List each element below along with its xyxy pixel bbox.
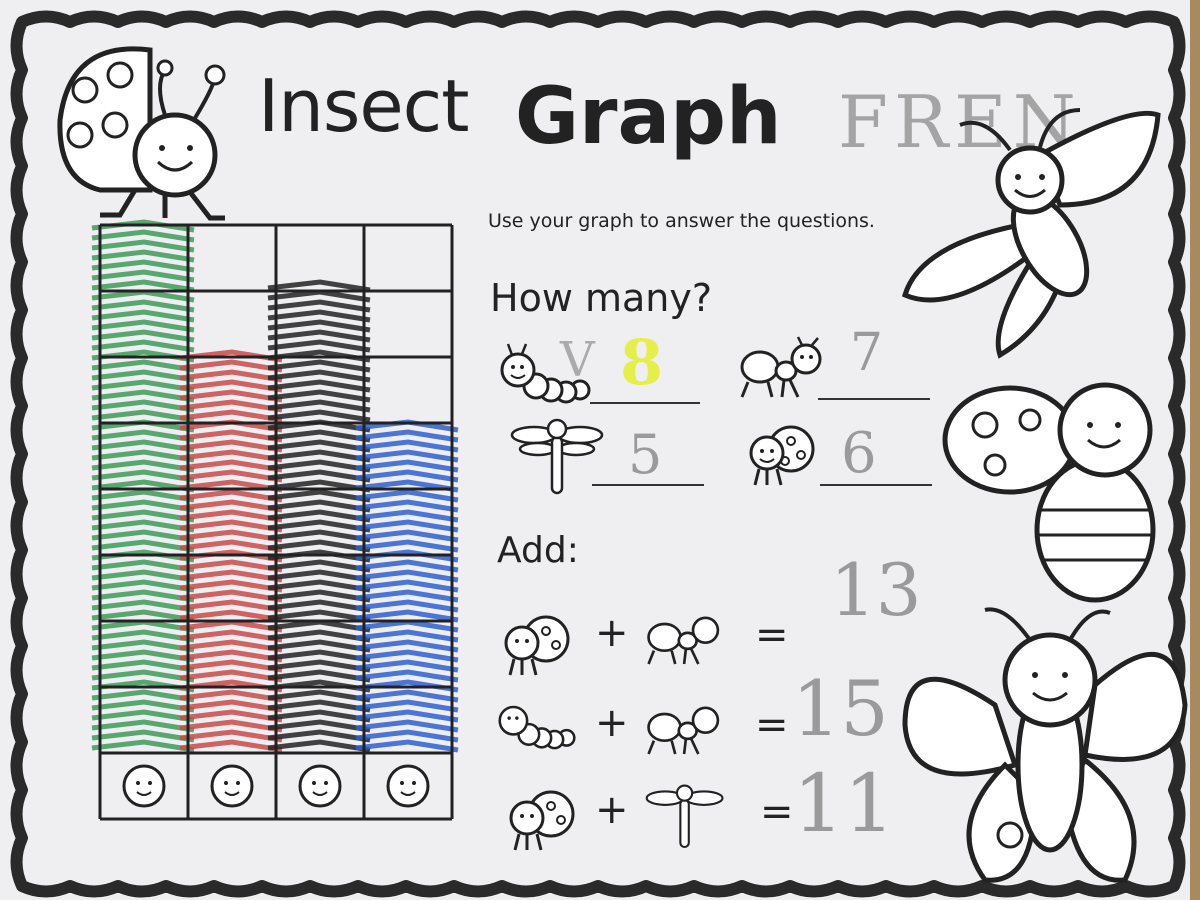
answer-line-caterpillar	[590, 402, 700, 404]
equals-sign: =	[755, 702, 789, 748]
how-many-ant: 7	[738, 323, 938, 405]
add-heading: Add:	[497, 530, 579, 571]
caterpillar-icon	[500, 343, 591, 404]
answer-ladybug: 6	[841, 421, 877, 486]
answer-dragonfly: 5	[628, 423, 663, 486]
ant-icon	[647, 616, 720, 665]
how-many-caterpillar: V 8	[498, 326, 698, 410]
answer-caterpillar-scribble: V	[560, 332, 595, 388]
dragonfly-icon	[386, 764, 430, 808]
dragonfly-icon	[645, 784, 724, 849]
answer-caterpillar: 8	[620, 326, 664, 399]
plus-sign: +	[595, 787, 629, 833]
answer-line-dragonfly	[592, 484, 704, 486]
ladybug-icon	[210, 764, 254, 808]
ladybug-icon	[504, 615, 570, 676]
add-row-1: + = 13	[500, 548, 922, 680]
bee-illustration	[942, 382, 1156, 603]
butterfly-illustration	[902, 607, 1188, 883]
bar-caterpillar	[91, 219, 195, 753]
sum-answer-3: 11	[793, 757, 895, 850]
add-row-2: + = 15	[492, 664, 912, 770]
caterpillar-icon	[122, 764, 166, 808]
title-insect: Insect	[258, 64, 469, 148]
ladybug-illustration	[57, 46, 226, 221]
plus-sign: +	[595, 700, 629, 746]
ladybug-icon	[749, 425, 815, 486]
answer-line-ladybug	[820, 484, 932, 486]
ant-icon	[647, 706, 720, 755]
equals-sign: =	[760, 789, 794, 835]
how-many-heading: How many?	[490, 276, 713, 320]
add-row-3: + = 11	[505, 757, 925, 865]
equals-sign: =	[755, 612, 789, 658]
answer-ant: 7	[850, 323, 884, 383]
bar-dragonfly	[355, 419, 459, 753]
instructions-text: Use your graph to answer the questions.	[488, 210, 875, 232]
sum-answer-1: 13	[830, 548, 922, 632]
caterpillar-icon	[498, 705, 576, 750]
dragonfly-illustration	[901, 108, 1161, 359]
bar-ladybug	[179, 349, 283, 753]
bar-ant	[267, 279, 371, 753]
ladybug-icon	[509, 790, 575, 851]
ant-icon	[740, 336, 822, 398]
answer-line-ant	[818, 398, 930, 400]
ant-icon	[298, 764, 342, 808]
dragonfly-icon	[510, 418, 604, 495]
plus-sign: +	[595, 610, 629, 656]
insect-bar-graph	[91, 219, 459, 821]
how-many-ladybug: 6	[745, 415, 945, 495]
title-graph: Graph	[515, 72, 782, 162]
how-many-dragonfly: 5	[510, 415, 710, 495]
sum-answer-2: 15	[792, 664, 889, 753]
